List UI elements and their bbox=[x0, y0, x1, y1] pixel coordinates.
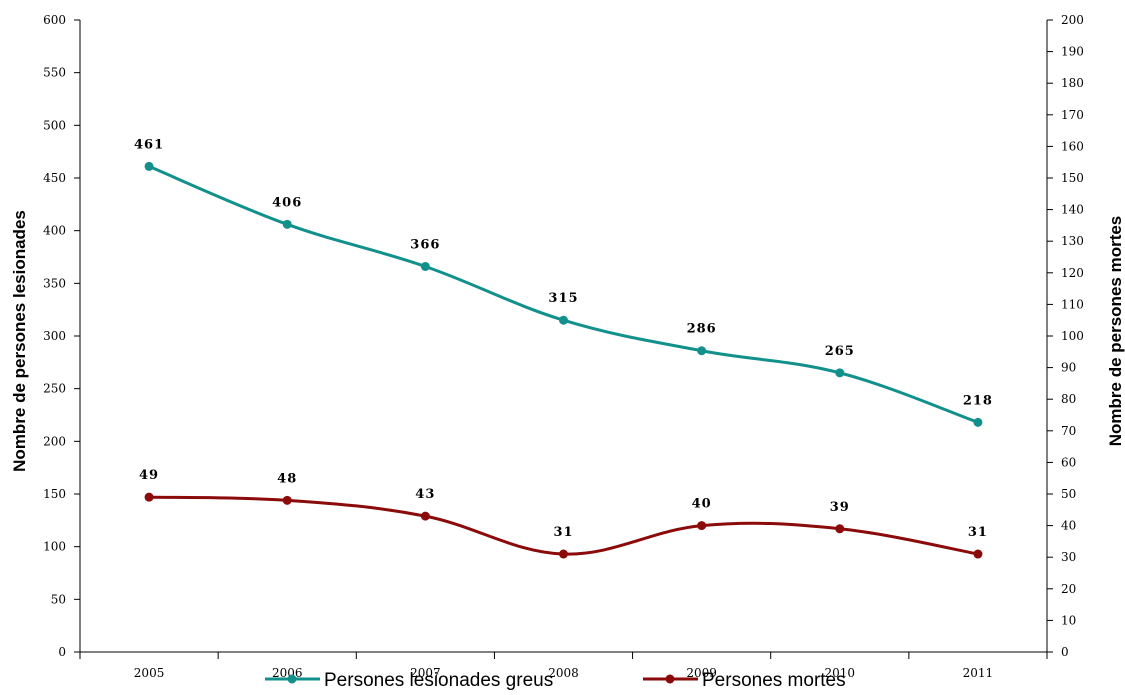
data-label: 31 bbox=[553, 525, 573, 540]
y-right-tick-label: 180 bbox=[1061, 76, 1084, 90]
data-labels: 461 406 366 315 286 265 218 49 48 43 31 40 39 31 bbox=[134, 137, 993, 540]
y-right-tick-label: 90 bbox=[1061, 361, 1076, 375]
y-right-tick-label: 30 bbox=[1061, 550, 1076, 564]
y-left-tick-label: 500 bbox=[43, 118, 66, 132]
data-label: 406 bbox=[272, 195, 302, 210]
legend-item-1: Persones lesionades greus bbox=[265, 670, 553, 691]
data-label: 40 bbox=[692, 497, 712, 512]
legend-swatch-marker bbox=[287, 674, 297, 684]
y-right-tick-label: 170 bbox=[1061, 108, 1084, 122]
data-point bbox=[697, 521, 707, 531]
data-label: 366 bbox=[410, 237, 440, 252]
legend-label: Persones lesionades greus bbox=[324, 670, 553, 691]
y-right-tick-label: 0 bbox=[1061, 645, 1069, 659]
data-label: 265 bbox=[825, 344, 855, 359]
series-2 bbox=[144, 492, 983, 559]
y-left-tick-label: 300 bbox=[43, 329, 66, 343]
y-right-tick-label: 150 bbox=[1061, 171, 1084, 185]
y-left-tick-label: 50 bbox=[51, 592, 66, 606]
y-left-tick-label: 450 bbox=[43, 171, 66, 185]
y-right-tick-label: 50 bbox=[1061, 487, 1076, 501]
series-1 bbox=[144, 161, 983, 427]
y-left-tick-label: 400 bbox=[43, 224, 66, 238]
y-right-tick-label: 200 bbox=[1061, 13, 1084, 27]
series-layer bbox=[144, 161, 983, 559]
legend: Persones lesionades greus Persones mortes bbox=[265, 670, 846, 691]
y-right-tick-label: 190 bbox=[1061, 45, 1084, 59]
y-left-tick-label: 350 bbox=[43, 276, 66, 290]
y-left-tick-label: 100 bbox=[43, 540, 66, 554]
data-point bbox=[282, 219, 292, 229]
y-right-tick-label: 10 bbox=[1061, 613, 1076, 627]
y-right-tick-label: 40 bbox=[1061, 519, 1076, 533]
data-label: 218 bbox=[963, 393, 993, 408]
data-point bbox=[282, 495, 292, 505]
data-point bbox=[420, 511, 430, 521]
y-axis-left-title: Nombre de persones lesionades bbox=[10, 210, 29, 472]
data-label: 315 bbox=[548, 291, 578, 306]
data-point bbox=[697, 346, 707, 356]
data-label: 48 bbox=[277, 471, 297, 486]
y-left-tick-label: 200 bbox=[43, 434, 66, 448]
x-tick-label: 2010 bbox=[825, 666, 856, 680]
data-point bbox=[973, 549, 983, 559]
x-tick-label: 2005 bbox=[134, 666, 165, 680]
data-point bbox=[835, 524, 845, 534]
axes: 0 50 100 150 200 250 300 350 400 450 500 550 600 0 10 2… bbox=[43, 13, 1084, 680]
data-point bbox=[420, 261, 430, 271]
data-label: 461 bbox=[134, 137, 164, 152]
y-left-tick-label: 150 bbox=[43, 487, 66, 501]
y-left-tick-label: 250 bbox=[43, 382, 66, 396]
y-right-tick-label: 140 bbox=[1061, 203, 1084, 217]
y-left-tick-label: 0 bbox=[58, 645, 66, 659]
y-left-tick-label: 550 bbox=[43, 66, 66, 80]
data-point bbox=[559, 315, 568, 325]
y-right-tick-label: 80 bbox=[1061, 392, 1076, 406]
x-tick-label: 2007 bbox=[410, 666, 441, 680]
y-right-tick-label: 160 bbox=[1061, 139, 1084, 153]
data-point bbox=[835, 368, 845, 378]
data-label: 49 bbox=[139, 468, 159, 483]
data-point bbox=[559, 549, 568, 559]
legend-label: Persones mortes bbox=[702, 670, 846, 691]
y-right-tick-label: 60 bbox=[1061, 455, 1076, 469]
data-point bbox=[973, 417, 983, 427]
y-left-tick-label: 600 bbox=[43, 13, 66, 27]
y-right-tick-label: 110 bbox=[1061, 297, 1084, 311]
y-right-tick-label: 100 bbox=[1061, 329, 1084, 343]
y-right-tick-label: 20 bbox=[1061, 582, 1076, 596]
legend-item-2: Persones mortes bbox=[643, 670, 846, 691]
y-right-tick-label: 120 bbox=[1061, 266, 1084, 280]
data-point bbox=[144, 161, 154, 171]
data-label: 31 bbox=[968, 525, 988, 540]
y-right-tick-label: 130 bbox=[1061, 234, 1084, 248]
x-tick-label: 2008 bbox=[548, 666, 579, 680]
y-right-tick-label: 70 bbox=[1061, 424, 1076, 438]
data-label: 43 bbox=[415, 487, 435, 502]
data-label: 286 bbox=[687, 322, 717, 337]
y-axis-right-title: Nombre de persones mortes bbox=[1106, 216, 1125, 447]
x-tick-label: 2009 bbox=[686, 666, 717, 680]
data-point bbox=[144, 492, 154, 502]
x-tick-label: 2011 bbox=[963, 666, 994, 680]
data-label: 39 bbox=[830, 500, 850, 515]
legend-swatch-marker bbox=[665, 674, 675, 684]
